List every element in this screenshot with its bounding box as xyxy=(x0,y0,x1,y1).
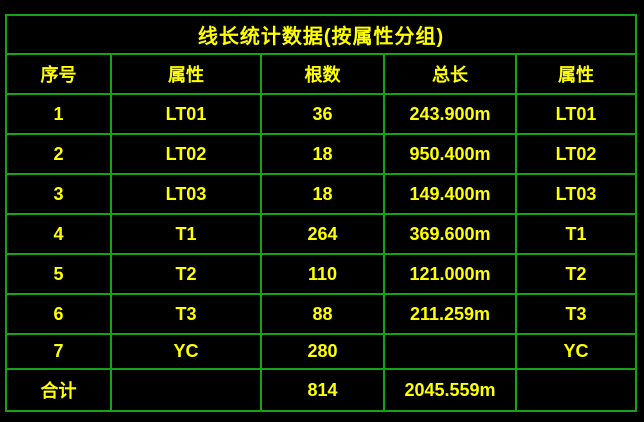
table-cell: LT03 xyxy=(514,173,638,215)
column-header-attribute: 属性 xyxy=(110,53,262,95)
table-title-row: 线长统计数据(按属性分组) xyxy=(4,14,638,55)
table-row: 3 LT03 18 149.400m LT03 xyxy=(5,173,638,215)
table-cell: 6 xyxy=(5,293,112,335)
table-cell: YC xyxy=(110,333,262,370)
table-title: 线长统计数据(按属性分组) xyxy=(4,14,638,55)
table-cell: YC xyxy=(514,333,638,370)
column-header-count: 根数 xyxy=(260,53,385,95)
table-cell: 2 xyxy=(5,133,112,175)
table-cell: 3 xyxy=(5,173,112,215)
table-cell: 264 xyxy=(260,213,385,255)
table-cell: 110 xyxy=(260,253,385,295)
total-row: 合计 814 2045.559m xyxy=(5,368,638,412)
table-cell: 121.000m xyxy=(383,253,517,295)
table-cell: LT01 xyxy=(514,93,638,135)
table-cell xyxy=(514,368,638,412)
column-header-attribute-2: 属性 xyxy=(514,53,638,95)
table-cell: T1 xyxy=(110,213,262,255)
table-cell: 合计 xyxy=(5,368,112,412)
table-cell: 1 xyxy=(5,93,112,135)
table-cell: 814 xyxy=(260,368,385,412)
table-cell: T3 xyxy=(110,293,262,335)
table-cell: LT02 xyxy=(110,133,262,175)
table-cell: 18 xyxy=(260,133,385,175)
column-header-total-length: 总长 xyxy=(383,53,517,95)
table-cell: LT02 xyxy=(514,133,638,175)
table-cell: 7 xyxy=(5,333,112,370)
table-cell: 36 xyxy=(260,93,385,135)
table-cell: T2 xyxy=(514,253,638,295)
table-cell: 88 xyxy=(260,293,385,335)
table-cell: LT03 xyxy=(110,173,262,215)
column-header-index: 序号 xyxy=(5,53,112,95)
table-cell: T1 xyxy=(514,213,638,255)
table-row: 4 T1 264 369.600m T1 xyxy=(5,213,638,255)
table-row: 1 LT01 36 243.900m LT01 xyxy=(5,93,638,135)
table-cell: 149.400m xyxy=(383,173,517,215)
table-row: 5 T2 110 121.000m T2 xyxy=(5,253,638,295)
table-cell: 2045.559m xyxy=(383,368,517,412)
table-cell: 18 xyxy=(260,173,385,215)
table-row: 7 YC 280 YC xyxy=(5,333,638,370)
table-cell: T3 xyxy=(514,293,638,335)
table-cell: 4 xyxy=(5,213,112,255)
table-cell: T2 xyxy=(110,253,262,295)
table-row: 6 T3 88 211.259m T3 xyxy=(5,293,638,335)
table-cell: 5 xyxy=(5,253,112,295)
table-cell: 243.900m xyxy=(383,93,517,135)
table-cell: 280 xyxy=(260,333,385,370)
table-cell: 211.259m xyxy=(383,293,517,335)
table-row: 2 LT02 18 950.400m LT02 xyxy=(5,133,638,175)
table-body: 线长统计数据(按属性分组) 序号 属性 根数 总长 属性 1 LT01 36 243.… xyxy=(4,14,638,412)
table-cell: 950.400m xyxy=(383,133,517,175)
table-cell xyxy=(383,333,517,370)
line-length-statistics-table: 线长统计数据(按属性分组) 序号 属性 根数 总长 属性 1 LT01 36 243.… xyxy=(4,14,638,412)
table-cell: LT01 xyxy=(110,93,262,135)
table-header-row: 序号 属性 根数 总长 属性 xyxy=(5,53,638,95)
table-cell: 369.600m xyxy=(383,213,517,255)
table-cell xyxy=(110,368,262,412)
